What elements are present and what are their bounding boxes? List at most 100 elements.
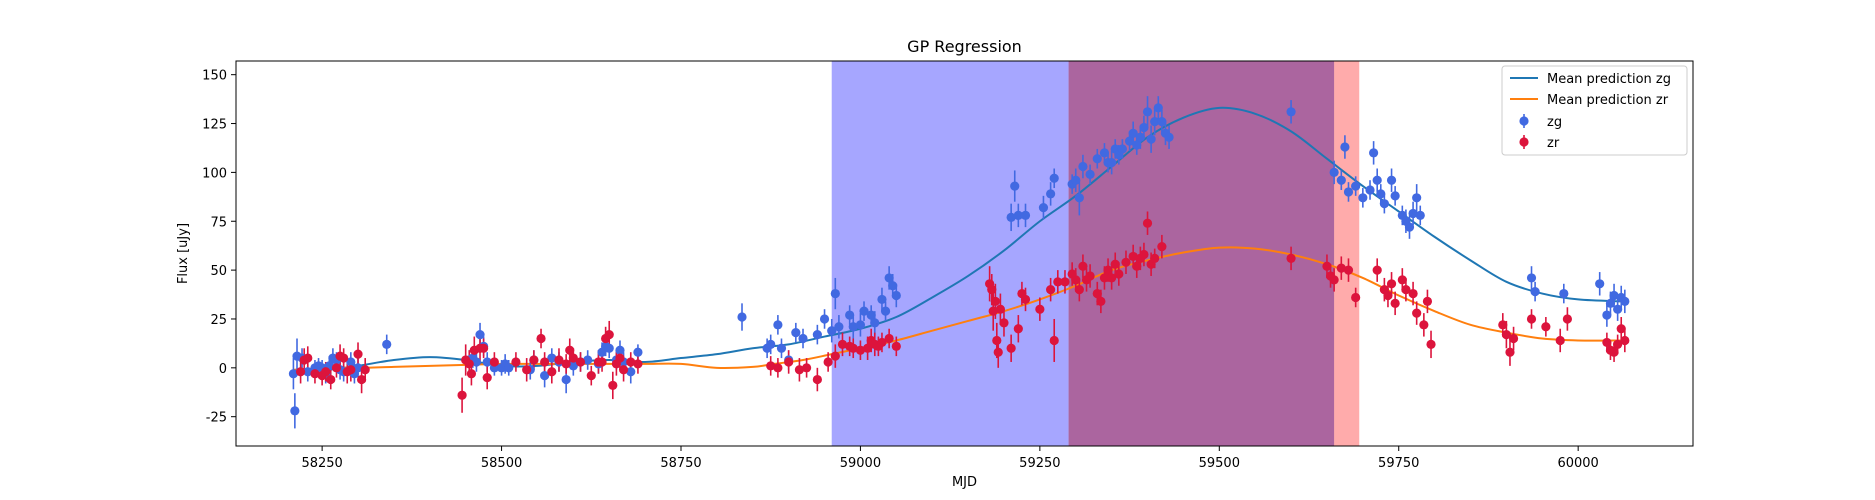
point-zr-102 — [1150, 253, 1160, 263]
point-zr-56 — [848, 343, 858, 353]
point-zg-70 — [1006, 212, 1016, 222]
point-zr-128 — [1541, 322, 1551, 332]
point-zr-32 — [565, 345, 575, 355]
point-zr-93 — [1110, 259, 1120, 269]
point-zr-35 — [586, 371, 596, 381]
point-zg-65 — [877, 294, 887, 305]
point-zr-74 — [1013, 324, 1023, 334]
point-zr-79 — [1049, 335, 1059, 346]
point-zg-58 — [834, 322, 844, 332]
point-zg-82 — [1092, 154, 1102, 164]
point-zr-95 — [1121, 257, 1131, 267]
point-zr-103 — [1157, 242, 1167, 252]
point-zg-83 — [1099, 148, 1110, 158]
point-zg-75 — [1046, 189, 1056, 199]
point-zr-81 — [1060, 277, 1070, 287]
point-zr-57 — [855, 345, 866, 355]
point-zr-51 — [812, 374, 822, 385]
point-zg-96 — [1150, 116, 1160, 127]
point-zr-114 — [1386, 279, 1397, 289]
point-zg-45 — [633, 347, 643, 357]
point-zg-103 — [1336, 175, 1346, 185]
point-zr-7 — [331, 363, 342, 373]
point-zr-14 — [360, 365, 370, 375]
point-zr-129 — [1555, 335, 1565, 346]
point-zg-91 — [1132, 140, 1142, 150]
y-tick-label-6: 125 — [202, 118, 227, 133]
point-zr-116 — [1397, 275, 1407, 285]
legend-label-zr-line: Mean prediction zr — [1547, 93, 1669, 108]
legend-dot-zg — [1519, 116, 1529, 126]
point-zr-121 — [1422, 296, 1433, 306]
point-zr-77 — [1035, 304, 1045, 314]
point-zr-69 — [992, 335, 1002, 346]
point-zg-48 — [766, 339, 776, 349]
point-zg-64 — [870, 318, 880, 328]
point-zg-31 — [547, 353, 557, 363]
point-zg-94 — [1142, 107, 1153, 117]
x-tick-label-1: 58500 — [481, 456, 522, 471]
point-zr-96 — [1128, 251, 1138, 262]
point-zg-121 — [1526, 273, 1537, 283]
point-zg-44 — [626, 367, 636, 377]
point-zr-29 — [547, 367, 557, 377]
point-zr-107 — [1329, 275, 1339, 285]
point-zg-120 — [1415, 210, 1425, 220]
point-zr-113 — [1383, 290, 1393, 301]
point-zg-130 — [1620, 296, 1630, 306]
y-tick-label-7: 150 — [202, 69, 227, 84]
point-zg-81 — [1085, 169, 1095, 179]
point-zg-113 — [1386, 175, 1397, 185]
shaded-region-0 — [831, 61, 1069, 446]
point-zg-111 — [1376, 189, 1386, 199]
legend-label-zg-line: Mean prediction zg — [1547, 72, 1671, 87]
shaded-regions — [831, 61, 1360, 446]
point-zr-62 — [877, 337, 887, 348]
point-zr-5 — [321, 367, 331, 377]
point-zg-73 — [1020, 210, 1031, 220]
point-zg-20 — [471, 357, 482, 367]
point-zr-87 — [1085, 271, 1095, 281]
point-zg-114 — [1390, 191, 1400, 201]
point-zg-27 — [504, 363, 514, 373]
point-zr-28 — [540, 357, 550, 367]
point-zg-122 — [1530, 287, 1540, 297]
point-zr-3 — [310, 369, 320, 379]
point-zg-102 — [1329, 167, 1339, 177]
point-zg-108 — [1365, 185, 1375, 195]
point-zg-55 — [819, 314, 830, 324]
point-zr-111 — [1372, 265, 1382, 275]
point-zg-30 — [540, 371, 550, 381]
point-zr-136 — [1620, 335, 1630, 346]
point-zg-117 — [1404, 222, 1415, 232]
point-zg-110 — [1372, 175, 1382, 185]
y-tick-label-4: 75 — [210, 215, 227, 230]
point-zg-88 — [1117, 144, 1128, 154]
point-zg-67 — [884, 273, 894, 283]
point-zg-69 — [891, 290, 901, 301]
point-zr-127 — [1526, 314, 1537, 324]
point-zr-43 — [618, 365, 629, 375]
point-zr-39 — [604, 330, 614, 340]
plot-frame — [235, 60, 1694, 447]
point-zr-54 — [837, 339, 848, 349]
point-zg-54 — [812, 330, 822, 340]
legend-dot-zr — [1519, 137, 1529, 147]
point-zr-120 — [1419, 320, 1429, 330]
point-zg-57 — [830, 288, 840, 299]
point-zr-24 — [511, 357, 521, 367]
point-zr-47 — [773, 363, 783, 373]
point-zr-26 — [529, 355, 539, 365]
point-zr-17 — [464, 359, 474, 369]
point-zg-52 — [791, 328, 801, 338]
point-zr-11 — [346, 365, 356, 375]
x-tick-label-7: 60000 — [1557, 456, 1598, 471]
point-zg-79 — [1074, 193, 1084, 203]
legend-swatch-zr-points — [1519, 135, 1529, 149]
point-zr-92 — [1107, 273, 1117, 283]
point-zg-104 — [1340, 142, 1350, 152]
point-zg-46 — [737, 312, 747, 322]
point-zr-48 — [784, 357, 794, 367]
point-zg-78 — [1071, 175, 1081, 185]
point-zr-94 — [1114, 269, 1124, 279]
